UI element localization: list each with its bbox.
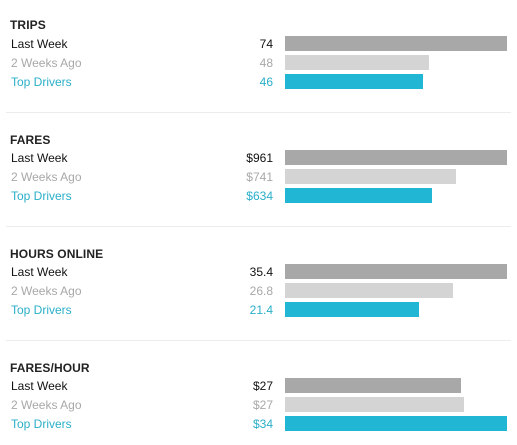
row-value: 26.8: [249, 284, 273, 298]
row-label: Top Drivers: [11, 303, 72, 317]
row-label: 2 Weeks Ago: [11, 56, 82, 70]
metric-row-top-drivers: Top Drivers 21.4: [0, 300, 517, 319]
metric-row-two-weeks-ago: 2 Weeks Ago $27: [0, 395, 517, 414]
bar-track: [285, 55, 507, 70]
row-label: Top Drivers: [11, 75, 72, 89]
bar-track: [285, 302, 507, 317]
section-title: TRIPS: [10, 18, 46, 32]
section-divider: [6, 226, 511, 227]
row-value: 46: [259, 75, 273, 89]
metric-row-top-drivers: Top Drivers 46: [0, 72, 517, 91]
bar-track: [285, 283, 507, 298]
bar: [285, 169, 456, 184]
row-value: $27: [252, 398, 273, 412]
bar: [285, 264, 507, 279]
row-label: Last Week: [11, 379, 68, 393]
section-title: HOURS ONLINE: [10, 247, 104, 261]
row-value: $34: [252, 417, 273, 431]
metric-row-last-week: Last Week $961: [0, 148, 517, 167]
bar: [285, 74, 423, 89]
row-value: $961: [246, 151, 273, 165]
bar-track: [285, 264, 507, 279]
row-label: 2 Weeks Ago: [11, 170, 82, 184]
metric-row-two-weeks-ago: 2 Weeks Ago $741: [0, 167, 517, 186]
row-label: Last Week: [11, 151, 68, 165]
metric-row-top-drivers: Top Drivers $34: [0, 414, 517, 433]
bar-track: [285, 74, 507, 89]
bar-track: [285, 416, 507, 431]
section-title: FARES/HOUR: [10, 361, 90, 375]
row-label: Top Drivers: [11, 189, 72, 203]
bar: [285, 302, 419, 317]
row-label: Last Week: [11, 265, 68, 279]
bar: [285, 36, 507, 51]
metric-row-last-week: Last Week $27: [0, 376, 517, 395]
row-value: $634: [246, 189, 273, 203]
bar-track: [285, 397, 507, 412]
metric-row-two-weeks-ago: 2 Weeks Ago 48: [0, 53, 517, 72]
section-divider: [6, 340, 511, 341]
bar: [285, 150, 507, 165]
row-label: 2 Weeks Ago: [11, 398, 82, 412]
section-title: FARES: [10, 133, 51, 147]
bar: [285, 55, 429, 70]
row-label: 2 Weeks Ago: [11, 284, 82, 298]
row-value: 21.4: [249, 303, 273, 317]
bar: [285, 378, 461, 393]
metric-row-two-weeks-ago: 2 Weeks Ago 26.8: [0, 281, 517, 300]
bar-track: [285, 188, 507, 203]
section-divider: [6, 112, 511, 113]
row-label: Top Drivers: [11, 417, 72, 431]
bar: [285, 397, 464, 412]
row-value: 35.4: [249, 265, 273, 279]
bar: [285, 416, 507, 431]
bar-track: [285, 150, 507, 165]
row-value: $27: [252, 379, 273, 393]
bar-track: [285, 36, 507, 51]
metric-row-top-drivers: Top Drivers $634: [0, 186, 517, 205]
bar-track: [285, 169, 507, 184]
row-value: 48: [259, 56, 273, 70]
row-value: 74: [259, 37, 273, 51]
row-label: Last Week: [11, 37, 68, 51]
metric-row-last-week: Last Week 35.4: [0, 262, 517, 281]
bar: [285, 283, 453, 298]
bar: [285, 188, 432, 203]
row-value: $741: [246, 170, 273, 184]
metric-row-last-week: Last Week 74: [0, 34, 517, 53]
bar-track: [285, 378, 507, 393]
